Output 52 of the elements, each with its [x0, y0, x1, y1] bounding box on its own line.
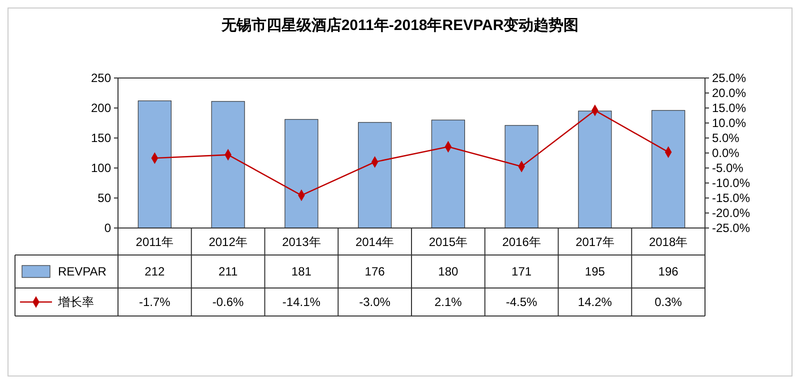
bar: [358, 122, 392, 228]
data-label: -14.1%: [282, 295, 321, 309]
data-label: 181: [291, 264, 312, 278]
y2-tick-label: -5.0%: [712, 161, 744, 175]
data-label: -0.6%: [212, 295, 244, 309]
data-label: 211: [218, 264, 238, 278]
y2-tick-label: 20.0%: [712, 86, 746, 100]
data-label: 195: [584, 264, 606, 278]
y2-tick-label: -25.0%: [712, 221, 750, 235]
y2-tick-label: -20.0%: [712, 206, 750, 220]
y-tick-label: 150: [90, 131, 112, 145]
y2-tick-label: 0.0%: [712, 146, 740, 160]
y-tick-label: 100: [90, 161, 112, 175]
bar: [211, 101, 245, 228]
data-label: 212: [144, 264, 166, 278]
data-label: 180: [438, 264, 459, 278]
y2-tick-label: 25.0%: [712, 71, 746, 85]
x-tick-label: 2014年: [355, 235, 394, 249]
x-tick-label: 2012年: [208, 235, 248, 249]
y-tick-label: 250: [90, 71, 112, 85]
y-tick-label: 50: [98, 191, 112, 205]
bar: [138, 100, 172, 228]
data-label: -4.5%: [506, 295, 538, 309]
data-label: -3.0%: [359, 295, 391, 309]
bar: [504, 125, 538, 228]
chart-title: 无锡市四星级酒店2011年-2018年REVPAR变动趋势图: [220, 16, 579, 34]
y-tick-label: 0: [104, 221, 112, 235]
x-tick-label: 2018年: [648, 235, 688, 249]
legend-label: REVPAR: [58, 264, 107, 278]
bar: [652, 110, 686, 228]
bar: [431, 120, 465, 228]
legend-label: 增长率: [57, 295, 94, 309]
y2-tick-label: 5.0%: [712, 131, 740, 145]
data-label: 176: [364, 264, 386, 278]
data-label: 0.3%: [654, 295, 682, 309]
data-label: 2.1%: [434, 295, 462, 309]
data-label: -1.7%: [139, 295, 171, 309]
x-tick-label: 2016年: [502, 235, 541, 249]
data-label: 196: [658, 264, 679, 278]
y2-tick-label: -15.0%: [712, 191, 750, 205]
y-tick-label: 200: [90, 101, 112, 115]
x-tick-label: 2017年: [576, 235, 614, 249]
x-tick-label: 2013年: [282, 235, 321, 249]
x-tick-label: 2011年: [136, 235, 174, 249]
bar: [284, 119, 318, 228]
y2-tick-label: 10.0%: [712, 116, 746, 130]
data-label: 171: [512, 264, 532, 278]
bar: [578, 110, 612, 228]
x-tick-label: 2015年: [428, 235, 468, 249]
y2-tick-label: -10.0%: [712, 176, 750, 190]
y2-tick-label: 15.0%: [712, 101, 746, 115]
data-label: 14.2%: [578, 295, 612, 309]
